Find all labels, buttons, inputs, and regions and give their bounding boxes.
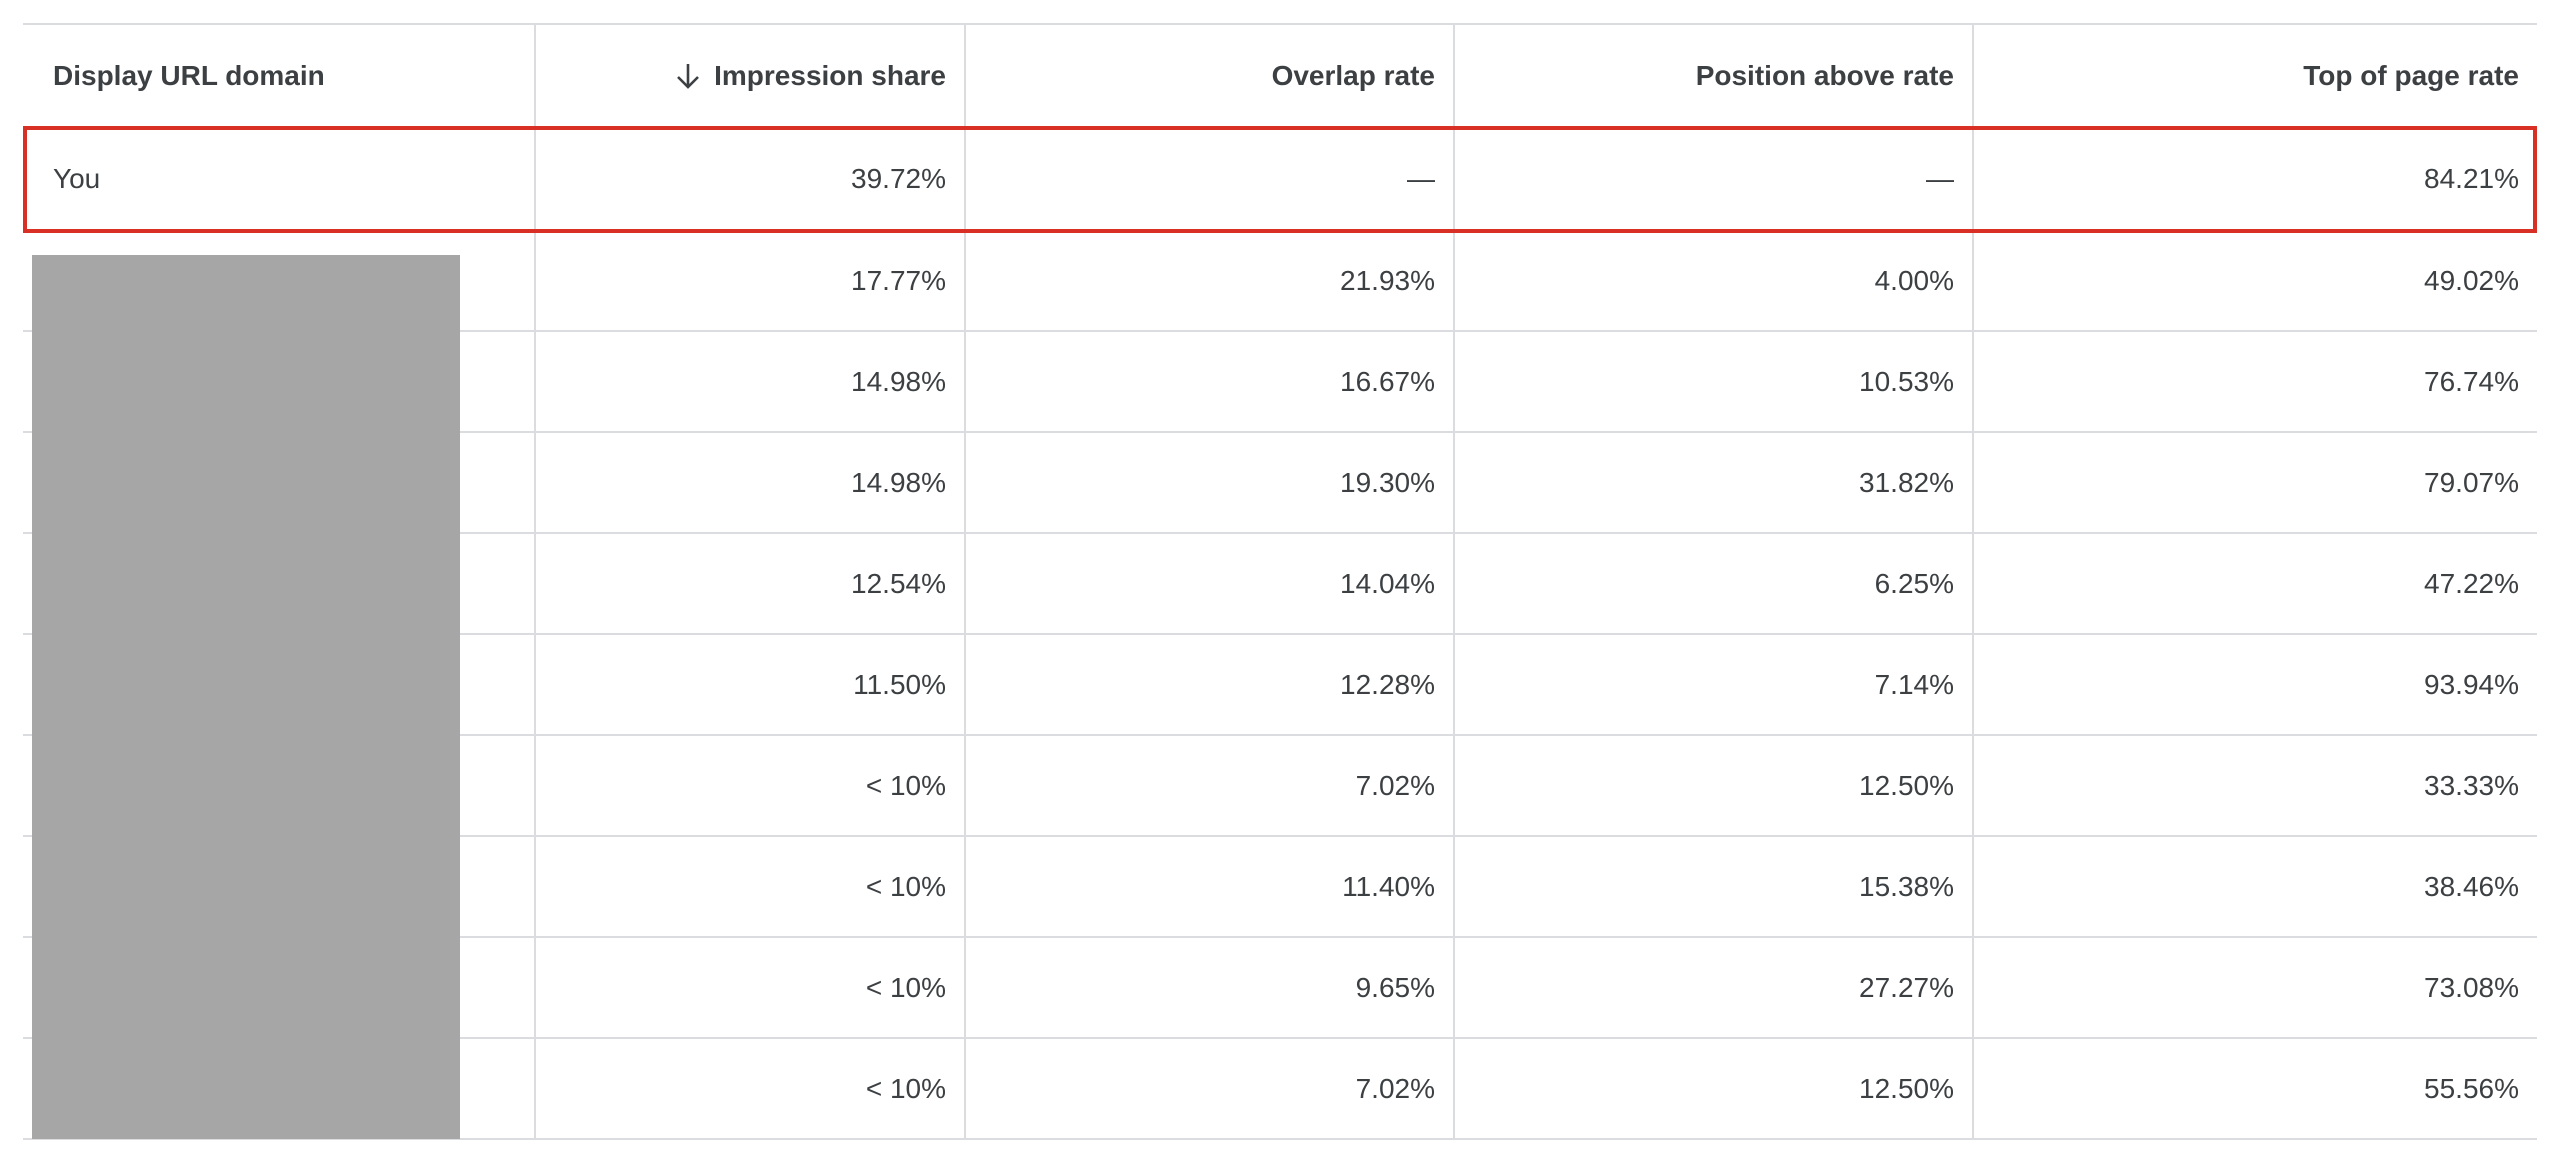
cell-top-of-page-rate: 93.94%: [1973, 634, 2537, 736]
header-impression-share[interactable]: Impression share: [535, 23, 966, 129]
cell-position-above-rate: 12.50%: [1454, 1038, 1974, 1140]
cell-overlap-rate: 12.28%: [965, 634, 1455, 736]
cell-impression-share: 17.77%: [535, 230, 966, 332]
cell-overlap-rate: 11.40%: [965, 836, 1455, 938]
cell-impression-share: 39.72%: [535, 128, 966, 231]
header-position-above-rate[interactable]: Position above rate: [1454, 23, 1974, 129]
header-label: Overlap rate: [1271, 60, 1435, 91]
cell-top-of-page-rate: 38.46%: [1973, 836, 2537, 938]
header-label: Display URL domain: [53, 60, 325, 91]
cell-top-of-page-rate: 33.33%: [1973, 735, 2537, 837]
arrow-down-icon: [674, 61, 702, 91]
cell-top-of-page-rate: 76.74%: [1973, 331, 2537, 433]
cell-top-of-page-rate: 79.07%: [1973, 432, 2537, 534]
cell-position-above-rate: —: [1454, 128, 1974, 231]
header-label: Impression share: [714, 60, 946, 91]
redacted-domains-block: [32, 255, 460, 1139]
cell-domain: You: [23, 128, 536, 231]
cell-top-of-page-rate: 84.21%: [1973, 128, 2537, 231]
cell-overlap-rate: 14.04%: [965, 533, 1455, 635]
header-top-of-page-rate[interactable]: Top of page rate: [1973, 23, 2537, 129]
cell-top-of-page-rate: 49.02%: [1973, 230, 2537, 332]
cell-impression-share: 14.98%: [535, 432, 966, 534]
cell-impression-share: 14.98%: [535, 331, 966, 433]
cell-impression-share: 12.54%: [535, 533, 966, 635]
cell-overlap-rate: 7.02%: [965, 735, 1455, 837]
header-overlap-rate[interactable]: Overlap rate: [965, 23, 1455, 129]
cell-top-of-page-rate: 73.08%: [1973, 937, 2537, 1039]
cell-impression-share: < 10%: [535, 937, 966, 1039]
cell-overlap-rate: 9.65%: [965, 937, 1455, 1039]
cell-position-above-rate: 10.53%: [1454, 331, 1974, 433]
cell-overlap-rate: 16.67%: [965, 331, 1455, 433]
cell-position-above-rate: 31.82%: [1454, 432, 1974, 534]
cell-overlap-rate: 7.02%: [965, 1038, 1455, 1140]
cell-position-above-rate: 15.38%: [1454, 836, 1974, 938]
cell-overlap-rate: 21.93%: [965, 230, 1455, 332]
table-row: 17.77% 21.93% 4.00% 49.02%: [23, 230, 2537, 332]
cell-position-above-rate: 7.14%: [1454, 634, 1974, 736]
table-header-row: Display URL domain Impression share Over…: [23, 23, 2537, 129]
cell-top-of-page-rate: 55.56%: [1973, 1038, 2537, 1140]
cell-impression-share: < 10%: [535, 1038, 966, 1140]
cell-overlap-rate: 19.30%: [965, 432, 1455, 534]
cell-impression-share: < 10%: [535, 836, 966, 938]
cell-position-above-rate: 12.50%: [1454, 735, 1974, 837]
header-display-url-domain[interactable]: Display URL domain: [23, 23, 536, 129]
cell-impression-share: 11.50%: [535, 634, 966, 736]
cell-top-of-page-rate: 47.22%: [1973, 533, 2537, 635]
cell-position-above-rate: 27.27%: [1454, 937, 1974, 1039]
cell-position-above-rate: 6.25%: [1454, 533, 1974, 635]
cell-impression-share: < 10%: [535, 735, 966, 837]
table-row-you: You 39.72% — — 84.21%: [23, 128, 2537, 231]
cell-overlap-rate: —: [965, 128, 1455, 231]
header-label: Position above rate: [1695, 60, 1954, 91]
header-label: Top of page rate: [2303, 60, 2519, 91]
cell-position-above-rate: 4.00%: [1454, 230, 1974, 332]
